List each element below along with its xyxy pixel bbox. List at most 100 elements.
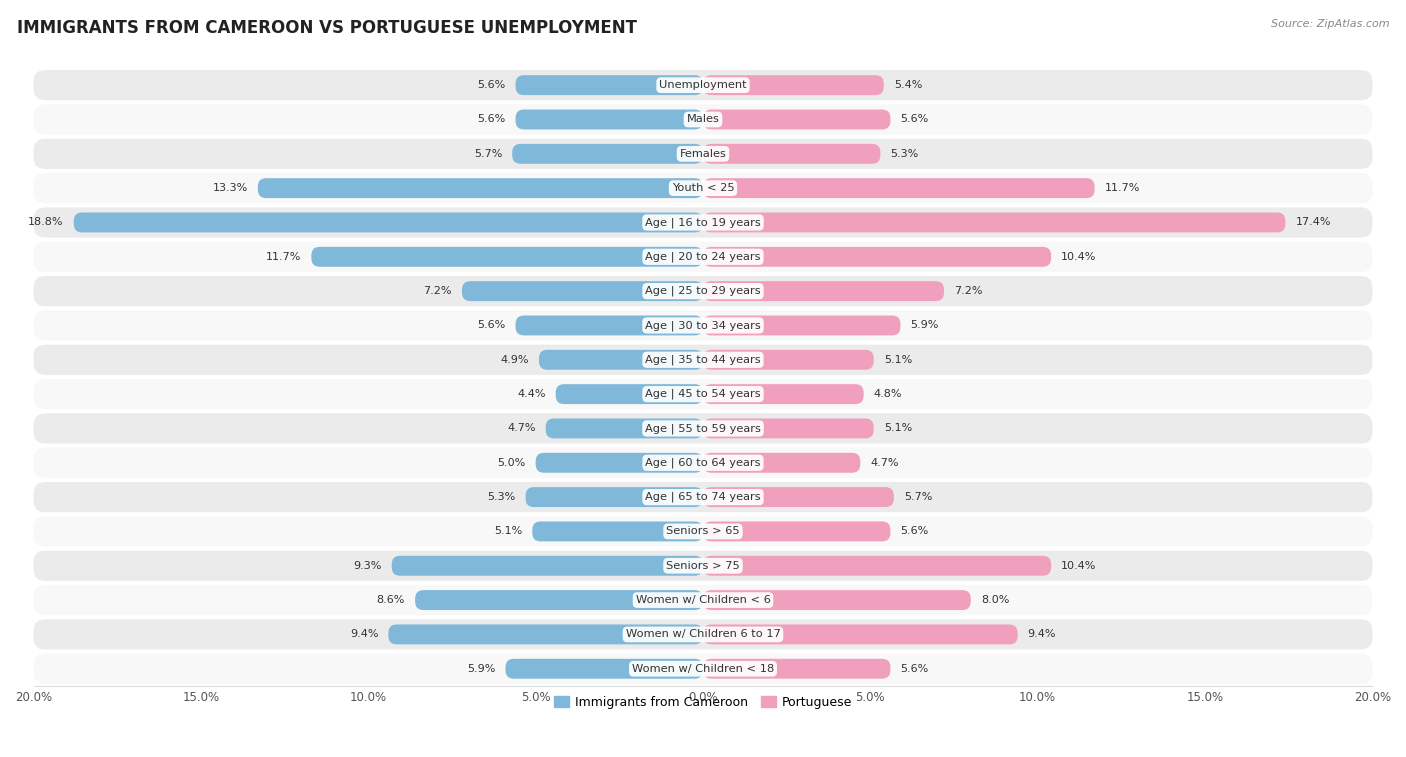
FancyBboxPatch shape (34, 276, 1372, 307)
FancyBboxPatch shape (73, 213, 703, 232)
FancyBboxPatch shape (516, 110, 703, 129)
Text: 11.7%: 11.7% (266, 252, 301, 262)
Text: Seniors > 65: Seniors > 65 (666, 526, 740, 537)
Text: Women w/ Children 6 to 17: Women w/ Children 6 to 17 (626, 629, 780, 640)
FancyBboxPatch shape (703, 144, 880, 164)
FancyBboxPatch shape (533, 522, 703, 541)
FancyBboxPatch shape (463, 281, 703, 301)
FancyBboxPatch shape (34, 550, 1372, 581)
FancyBboxPatch shape (703, 659, 890, 679)
Text: 5.9%: 5.9% (911, 320, 939, 331)
Text: 9.4%: 9.4% (1028, 629, 1056, 640)
Text: 5.3%: 5.3% (890, 149, 918, 159)
Text: 10.4%: 10.4% (1062, 252, 1097, 262)
Text: Women w/ Children < 18: Women w/ Children < 18 (631, 664, 775, 674)
Text: 18.8%: 18.8% (28, 217, 63, 227)
FancyBboxPatch shape (703, 590, 970, 610)
Text: 5.7%: 5.7% (474, 149, 502, 159)
FancyBboxPatch shape (703, 625, 1018, 644)
FancyBboxPatch shape (311, 247, 703, 266)
Text: IMMIGRANTS FROM CAMEROON VS PORTUGUESE UNEMPLOYMENT: IMMIGRANTS FROM CAMEROON VS PORTUGUESE U… (17, 19, 637, 37)
FancyBboxPatch shape (703, 110, 890, 129)
FancyBboxPatch shape (555, 384, 703, 404)
Text: Age | 55 to 59 years: Age | 55 to 59 years (645, 423, 761, 434)
FancyBboxPatch shape (703, 419, 873, 438)
Text: 5.4%: 5.4% (894, 80, 922, 90)
Text: Age | 30 to 34 years: Age | 30 to 34 years (645, 320, 761, 331)
Text: 5.6%: 5.6% (900, 664, 929, 674)
Text: Age | 16 to 19 years: Age | 16 to 19 years (645, 217, 761, 228)
FancyBboxPatch shape (546, 419, 703, 438)
Text: 10.4%: 10.4% (1062, 561, 1097, 571)
FancyBboxPatch shape (34, 344, 1372, 375)
Text: 5.6%: 5.6% (900, 526, 929, 537)
Text: 8.0%: 8.0% (981, 595, 1010, 605)
FancyBboxPatch shape (703, 316, 900, 335)
FancyBboxPatch shape (34, 413, 1372, 444)
Text: 5.1%: 5.1% (884, 423, 912, 434)
FancyBboxPatch shape (388, 625, 703, 644)
Text: 5.6%: 5.6% (477, 320, 506, 331)
FancyBboxPatch shape (536, 453, 703, 472)
FancyBboxPatch shape (538, 350, 703, 369)
Text: 5.9%: 5.9% (467, 664, 495, 674)
Text: 9.3%: 9.3% (353, 561, 381, 571)
FancyBboxPatch shape (703, 350, 873, 369)
FancyBboxPatch shape (34, 70, 1372, 100)
FancyBboxPatch shape (34, 173, 1372, 203)
FancyBboxPatch shape (34, 104, 1372, 135)
FancyBboxPatch shape (34, 619, 1372, 650)
FancyBboxPatch shape (512, 144, 703, 164)
Text: Unemployment: Unemployment (659, 80, 747, 90)
FancyBboxPatch shape (526, 488, 703, 507)
FancyBboxPatch shape (703, 247, 1052, 266)
Text: 4.4%: 4.4% (517, 389, 546, 399)
Text: 4.9%: 4.9% (501, 355, 529, 365)
FancyBboxPatch shape (34, 482, 1372, 512)
Text: Males: Males (686, 114, 720, 124)
FancyBboxPatch shape (34, 139, 1372, 169)
Text: Age | 60 to 64 years: Age | 60 to 64 years (645, 457, 761, 468)
FancyBboxPatch shape (34, 585, 1372, 615)
Text: 5.7%: 5.7% (904, 492, 932, 502)
Text: 8.6%: 8.6% (377, 595, 405, 605)
Text: 7.2%: 7.2% (955, 286, 983, 296)
FancyBboxPatch shape (703, 213, 1285, 232)
FancyBboxPatch shape (34, 379, 1372, 410)
FancyBboxPatch shape (34, 207, 1372, 238)
Text: 17.4%: 17.4% (1295, 217, 1331, 227)
Text: Age | 35 to 44 years: Age | 35 to 44 years (645, 354, 761, 365)
Legend: Immigrants from Cameroon, Portuguese: Immigrants from Cameroon, Portuguese (548, 690, 858, 714)
Text: 7.2%: 7.2% (423, 286, 451, 296)
FancyBboxPatch shape (703, 556, 1052, 576)
Text: 4.7%: 4.7% (508, 423, 536, 434)
Text: Age | 65 to 74 years: Age | 65 to 74 years (645, 492, 761, 503)
Text: Age | 25 to 29 years: Age | 25 to 29 years (645, 286, 761, 297)
Text: 5.6%: 5.6% (900, 114, 929, 124)
Text: Source: ZipAtlas.com: Source: ZipAtlas.com (1271, 19, 1389, 29)
FancyBboxPatch shape (516, 316, 703, 335)
FancyBboxPatch shape (703, 178, 1095, 198)
Text: 9.4%: 9.4% (350, 629, 378, 640)
Text: 11.7%: 11.7% (1105, 183, 1140, 193)
FancyBboxPatch shape (703, 522, 890, 541)
FancyBboxPatch shape (703, 488, 894, 507)
FancyBboxPatch shape (703, 281, 943, 301)
FancyBboxPatch shape (516, 75, 703, 95)
FancyBboxPatch shape (34, 653, 1372, 684)
FancyBboxPatch shape (703, 453, 860, 472)
FancyBboxPatch shape (415, 590, 703, 610)
Text: 5.1%: 5.1% (494, 526, 522, 537)
Text: Age | 45 to 54 years: Age | 45 to 54 years (645, 389, 761, 400)
FancyBboxPatch shape (257, 178, 703, 198)
FancyBboxPatch shape (34, 310, 1372, 341)
Text: 4.8%: 4.8% (873, 389, 903, 399)
FancyBboxPatch shape (392, 556, 703, 576)
Text: Age | 20 to 24 years: Age | 20 to 24 years (645, 251, 761, 262)
Text: 5.0%: 5.0% (498, 458, 526, 468)
FancyBboxPatch shape (703, 75, 884, 95)
FancyBboxPatch shape (34, 447, 1372, 478)
Text: Seniors > 75: Seniors > 75 (666, 561, 740, 571)
Text: Females: Females (679, 149, 727, 159)
FancyBboxPatch shape (34, 516, 1372, 547)
